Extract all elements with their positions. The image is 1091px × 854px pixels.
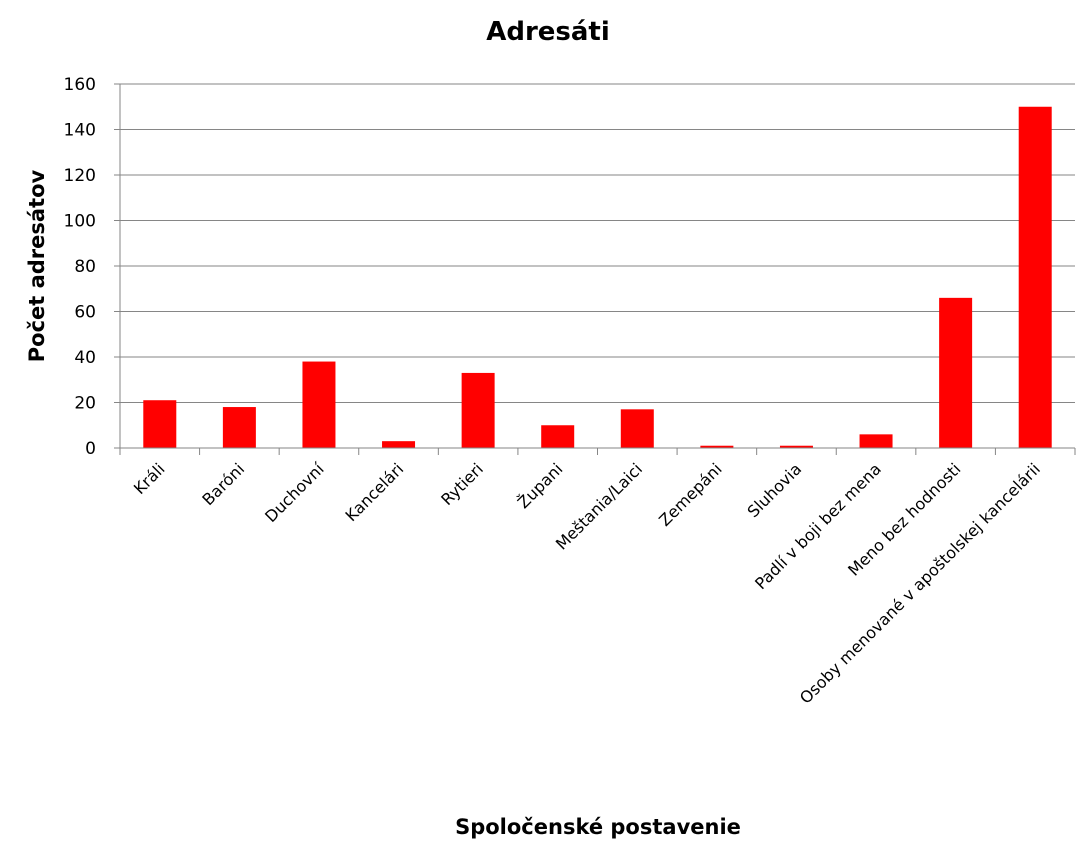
x-category-label: Župani [514, 459, 567, 512]
y-tick-label: 140 [64, 121, 96, 141]
x-category-label: Duchovní [261, 459, 328, 526]
chart-title: Adresáti [486, 17, 610, 47]
x-category-label: Rytieri [437, 459, 487, 509]
x-category-label: Baróni [198, 459, 248, 509]
bar [461, 372, 495, 448]
x-category-label: Zemepáni [655, 459, 726, 530]
bar [620, 409, 654, 448]
y-tick-label: 40 [74, 348, 96, 368]
gridlines [120, 83, 1075, 403]
x-axis-title: Spoločenské postavenie [455, 815, 741, 839]
bar [143, 400, 177, 448]
y-tick-label: 20 [74, 394, 96, 414]
y-axis-title: Počet adresátov [25, 169, 49, 362]
bar [382, 441, 416, 448]
y-tick-label: 60 [74, 303, 96, 323]
bars [143, 106, 1052, 448]
bar [939, 297, 973, 448]
bar [700, 445, 734, 448]
x-category-label: Kancelári [342, 459, 408, 525]
x-axis-category-labels: Králi Baróni Duchovní Kancelári Rytieri Župan… [130, 459, 1044, 708]
bar [302, 361, 336, 448]
y-tick-label: 100 [64, 212, 96, 232]
axes [119, 84, 1076, 455]
y-tick-label: 120 [64, 166, 96, 186]
x-category-label: Sluhovia [743, 459, 805, 521]
y-tick-label: 160 [64, 75, 96, 95]
bar [541, 425, 575, 448]
y-tick-label: 0 [85, 439, 96, 459]
y-tick-label: 80 [74, 257, 96, 277]
x-category-label: Meštania/Laici [552, 459, 646, 553]
bar [1018, 106, 1052, 448]
y-axis-ticks: 0 20 40 60 80 100 120 140 160 [64, 75, 120, 459]
bar [859, 434, 893, 448]
x-category-label: Králi [130, 459, 169, 498]
bar [779, 445, 813, 448]
bar [222, 407, 256, 448]
